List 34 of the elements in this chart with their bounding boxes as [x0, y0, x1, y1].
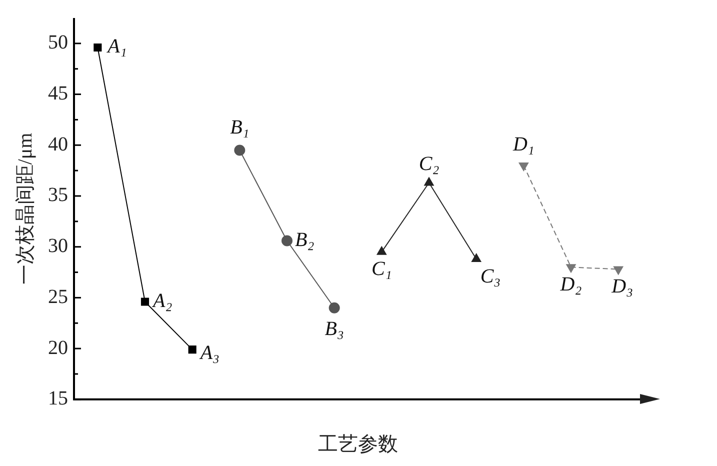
y-tick-label: 35 [48, 184, 68, 206]
annotation: D₃ [610, 275, 634, 298]
point [140, 298, 150, 306]
annotation: C₁ [372, 258, 392, 280]
point [614, 266, 624, 275]
point [282, 235, 292, 246]
annotation: D₂ [559, 273, 582, 296]
y-tick-label: 20 [48, 336, 68, 359]
y-tick-label: 30 [48, 235, 68, 258]
annotation: B₁ [230, 116, 250, 138]
annotation: C₂ [418, 153, 440, 176]
point [328, 302, 340, 314]
annotation: B₂ [295, 228, 314, 251]
point [188, 346, 196, 354]
annotation: B₃ [324, 318, 344, 340]
x-axis-title: 工艺参数 [318, 433, 398, 456]
point [566, 264, 576, 273]
annotation: A₁ [106, 36, 127, 58]
annotation: A₂ [151, 290, 172, 312]
y-tick-label: 40 [48, 133, 68, 156]
annotation: C₃ [480, 265, 501, 288]
point [234, 144, 246, 156]
point [518, 162, 528, 171]
y-tick-label: 25 [48, 286, 68, 308]
annotation: A₃ [198, 342, 220, 364]
annotation: D₁ [512, 134, 534, 156]
y-tick-label: 50 [48, 32, 68, 54]
point [94, 43, 102, 52]
y-axis-title: 一次枝晶间距/μm [14, 132, 36, 285]
point [424, 177, 434, 186]
y-tick-label: 45 [48, 82, 68, 105]
y-tick-label: 15 [48, 388, 68, 410]
point [472, 254, 482, 262]
point [376, 246, 386, 255]
